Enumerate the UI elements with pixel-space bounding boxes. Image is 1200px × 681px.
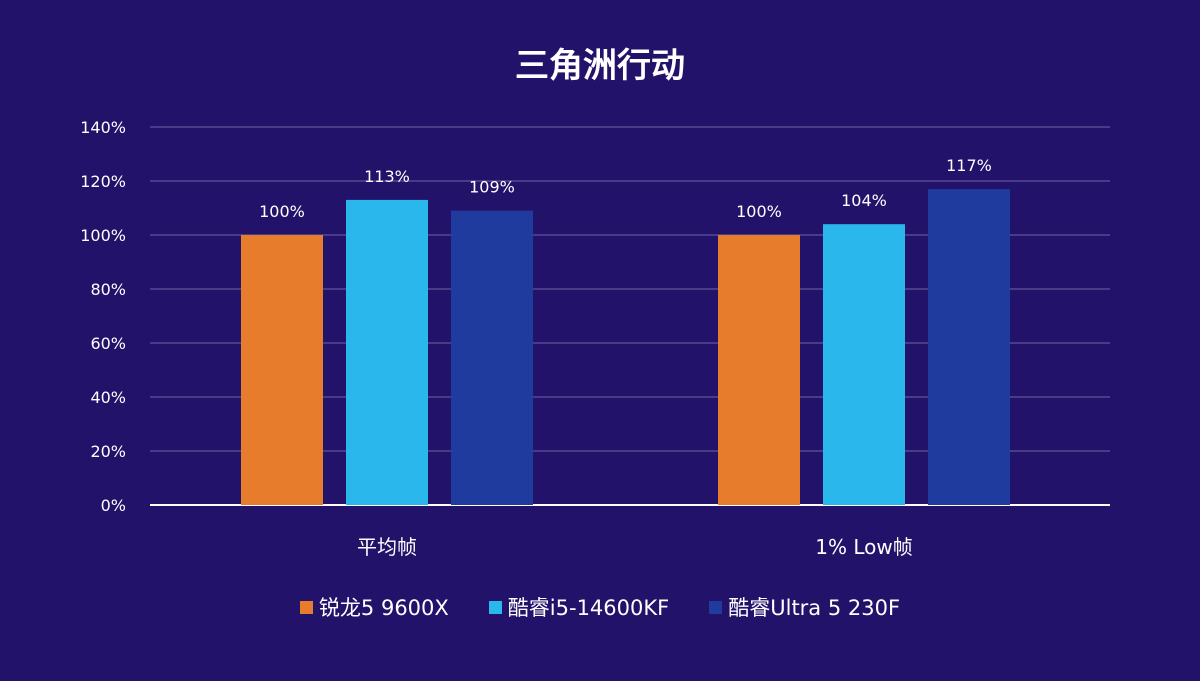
y-tick-label: 60% [90, 334, 126, 353]
y-tick-label: 40% [90, 388, 126, 407]
legend-label: 锐龙5 9600X [318, 596, 449, 620]
legend-swatch [299, 600, 313, 614]
data-label: 100% [259, 202, 305, 221]
bar [346, 199, 428, 505]
y-tick-label: 120% [80, 172, 126, 191]
legend-swatch [488, 600, 502, 614]
legend-label: 酷睿Ultra 5 230F [728, 596, 901, 620]
x-tick-label: 平均帧 [357, 535, 417, 559]
y-tick-label: 0% [101, 496, 126, 515]
legend-swatch [709, 600, 723, 614]
data-label: 113% [364, 167, 410, 186]
y-tick-label: 80% [90, 280, 126, 299]
legend-item: 锐龙5 9600X [299, 592, 449, 622]
bar [718, 235, 800, 505]
bar [823, 224, 905, 505]
bar [241, 235, 323, 505]
y-tick-label: 20% [90, 442, 126, 461]
bar [451, 210, 533, 505]
data-label: 100% [736, 202, 782, 221]
legend: 锐龙5 9600X 酷睿i5-14600KF 酷睿Ultra 5 230F [0, 592, 1200, 622]
legend-item: 酷睿i5-14600KF [488, 592, 670, 622]
chart-title: 三角洲行动 [515, 46, 685, 86]
legend-label: 酷睿i5-14600KF [507, 596, 670, 620]
data-label: 109% [469, 178, 515, 197]
x-tick-label: 1% Low帧 [815, 535, 912, 559]
legend-item: 酷睿Ultra 5 230F [709, 592, 900, 622]
y-tick-label: 100% [80, 226, 126, 245]
data-label: 104% [841, 191, 887, 210]
data-label: 117% [946, 156, 992, 175]
y-tick-label: 140% [80, 118, 126, 137]
bar [928, 189, 1010, 505]
